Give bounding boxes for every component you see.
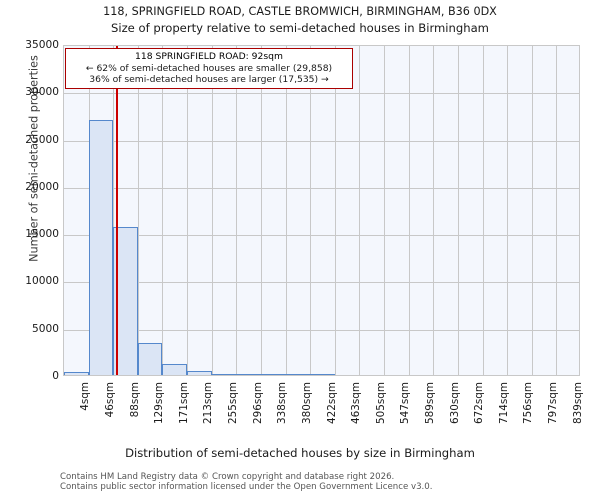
x-axis-tick-label: 380sqm (300, 382, 313, 424)
y-axis-tick-label: 25000 (25, 133, 59, 146)
gridline-vertical (137, 46, 139, 375)
histogram-bar (211, 373, 237, 375)
y-axis-tick-label: 30000 (25, 86, 59, 99)
histogram-bar (310, 373, 335, 375)
gridline-vertical (310, 46, 312, 375)
gridline-vertical (507, 46, 509, 375)
histogram-bar (64, 372, 89, 375)
plot-area (63, 45, 580, 376)
gridline-vertical (162, 46, 164, 375)
gridline-vertical (482, 46, 484, 375)
gridline-vertical (334, 46, 336, 375)
y-axis-tick-label: 15000 (25, 228, 59, 241)
gridline-horizontal (64, 140, 579, 142)
gridline-vertical (556, 46, 558, 375)
x-axis-tick-label: 589sqm (423, 382, 436, 424)
y-axis-tick-label: 35000 (25, 39, 59, 51)
histogram-bar (260, 373, 286, 375)
x-axis-label: Distribution of semi-detached houses by … (125, 446, 475, 460)
gridline-vertical (359, 46, 361, 375)
histogram-bar (285, 373, 311, 375)
gridline-vertical (384, 46, 386, 375)
annotation-smaller-text: ← 62% of semi-detached houses are smalle… (85, 62, 333, 74)
y-axis-tick-label: 5000 (32, 322, 59, 335)
gridline-horizontal (64, 235, 579, 237)
x-axis-tick-label: 547sqm (399, 382, 412, 424)
y-axis: Number of semi-detached properties 0 5000… (0, 0, 59, 500)
chart-title-block: 118, SPRINGFIELD ROAD, CASTLE BROMWICH, … (0, 0, 600, 37)
property-annotation-box: 118 SPRINGFIELD ROAD: 92sqm ← 62% of sem… (65, 48, 353, 90)
x-axis-tick-label: 797sqm (547, 382, 560, 424)
x-axis-tick-label: 129sqm (153, 382, 166, 424)
x-axis-tick-label: 296sqm (251, 382, 264, 424)
histogram-bar (236, 373, 261, 375)
y-axis-tick-label: 20000 (25, 180, 59, 193)
histogram-bar (187, 371, 212, 375)
footer-line-2: Contains public sector information licen… (60, 482, 433, 493)
gridline-vertical (260, 46, 262, 375)
gridline-horizontal (64, 329, 579, 331)
gridline-vertical (408, 46, 410, 375)
y-axis-label: Number of semi-detached properties (27, 55, 41, 262)
page-subtitle: Size of property relative to semi-detach… (111, 21, 489, 35)
gridline-vertical (285, 46, 287, 375)
histogram-bar (162, 363, 188, 375)
footer-line-1: Contains HM Land Registry data © Crown c… (60, 472, 395, 482)
x-axis-tick-label: 4sqm (79, 382, 92, 411)
gridline-vertical (236, 46, 238, 375)
histogram-bar (88, 119, 114, 375)
x-axis-tick-label: 213sqm (202, 382, 215, 424)
x-axis-tick-label: 672sqm (473, 382, 486, 424)
gridline-vertical (433, 46, 435, 375)
gridline-vertical (531, 46, 533, 375)
x-axis-tick-label: 422sqm (325, 382, 338, 424)
x-axis-tick-label: 463sqm (350, 382, 363, 424)
page-title: 118, SPRINGFIELD ROAD, CASTLE BROMWICH, … (103, 5, 497, 18)
x-axis-tick-label: 338sqm (276, 382, 289, 424)
annotation-larger-text: 36% of semi-detached houses are larger (… (89, 73, 329, 85)
y-axis-tick-label: 10000 (25, 275, 59, 288)
x-axis-tick-label: 255sqm (227, 382, 240, 424)
x-axis-tick-label: 839sqm (571, 382, 584, 424)
gridline-vertical (457, 46, 459, 375)
histogram-bar (137, 342, 163, 375)
annotation-heading: 118 SPRINGFIELD ROAD: 92sqm (135, 51, 283, 62)
x-axis-tick-label: 88sqm (128, 382, 141, 418)
x-axis-tick-label: 505sqm (374, 382, 387, 424)
gridline-vertical (187, 46, 189, 375)
gridline-vertical (211, 46, 213, 375)
x-axis-tick-label: 171sqm (177, 382, 190, 424)
gridline-horizontal (64, 93, 579, 95)
x-axis-tick-label: 714sqm (497, 382, 510, 424)
gridline-vertical (113, 46, 115, 375)
property-size-marker-line (115, 46, 118, 375)
x-axis-tick-label: 756sqm (522, 382, 535, 424)
gridline-horizontal (64, 282, 579, 284)
footer-attribution: Contains HM Land Registry data © Crown c… (60, 472, 590, 493)
gridline-horizontal (64, 187, 579, 189)
y-axis-tick-label: 0 (52, 370, 59, 382)
x-axis-tick-label: 46sqm (103, 382, 116, 418)
x-axis-tick-label: 630sqm (448, 382, 461, 424)
